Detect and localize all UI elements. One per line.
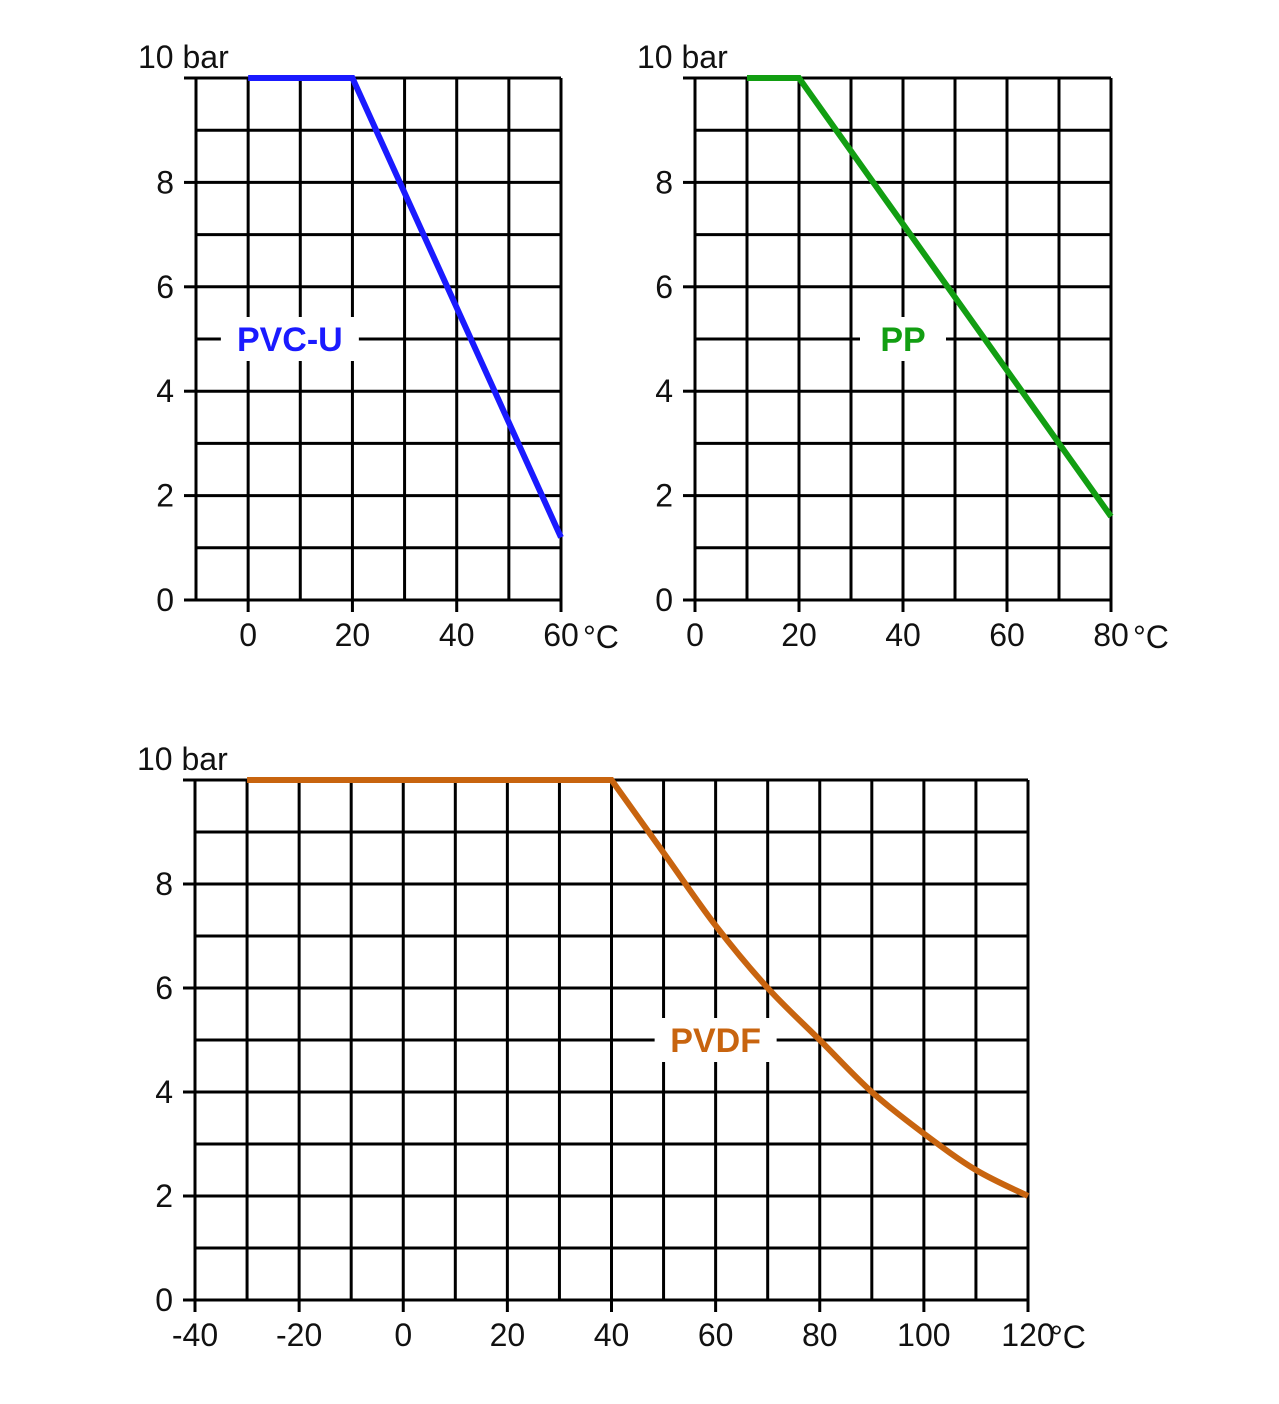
series-line-pp	[747, 75, 1114, 519]
x-tick-label: 40	[439, 617, 475, 653]
pvdf-chart: 0 2 4 6 8 10 bar -40 -20 0 20 40 60 80 100 120°C PVDF	[137, 741, 1086, 1355]
series-label-pp: PP	[880, 321, 925, 359]
y-tick-label: 8	[655, 164, 673, 200]
pp-chart: 0 2 4 6 8 10 bar 0 20 40 60 80 °C PP	[637, 39, 1169, 655]
x-tick-label: 60	[698, 1317, 734, 1353]
y-tick-label: 4	[155, 1074, 173, 1110]
y-tick-label: 2	[655, 478, 673, 514]
series-label-background	[860, 317, 946, 361]
series-label-pvc-u: PVC-U	[237, 321, 343, 359]
x-tick-label: 20	[781, 617, 817, 653]
x-tick-label: 40	[594, 1317, 630, 1353]
y-axis-label: 10 bar	[137, 741, 228, 777]
x-tick-label: 80	[1093, 617, 1129, 653]
series-line-pvc-u	[248, 75, 564, 539]
y-tick-label: 0	[156, 582, 174, 618]
y-tick-label: 0	[155, 1282, 173, 1318]
x-tick-label: 0	[686, 617, 704, 653]
x-tick-label: 0	[394, 1317, 412, 1353]
x-tick-label: 20	[490, 1317, 526, 1353]
y-tick-label: 6	[156, 269, 174, 305]
y-tick-label: 2	[156, 478, 174, 514]
x-tick-label: 60	[989, 617, 1025, 653]
y-tick-label: 6	[655, 269, 673, 305]
x-tick-label: 100	[897, 1317, 950, 1353]
y-tick-label: 8	[156, 164, 174, 200]
y-tick-label: 4	[655, 373, 673, 409]
y-tick-label: 0	[655, 582, 673, 618]
y-axis-label: 10 bar	[138, 39, 229, 75]
y-tick-label: 6	[155, 970, 173, 1006]
x-axis-unit: °C	[583, 619, 619, 655]
x-tick-label: 20	[335, 617, 371, 653]
series-label-background	[220, 317, 359, 361]
x-tick-label: 40	[885, 617, 921, 653]
y-axis-label: 10 bar	[637, 39, 728, 75]
x-axis-unit: °C	[1050, 1319, 1086, 1355]
y-tick-label: 2	[155, 1178, 173, 1214]
x-tick-label: 60	[543, 617, 579, 653]
x-tick-label: 0	[239, 617, 257, 653]
y-tick-label: 8	[155, 866, 173, 902]
x-tick-label: 80	[802, 1317, 838, 1353]
x-tick-label: -20	[276, 1317, 322, 1353]
x-tick-label: -40	[172, 1317, 218, 1353]
series-label-background	[654, 1018, 777, 1062]
x-tick-label: 120	[1001, 1317, 1054, 1353]
x-axis-unit: °C	[1133, 619, 1169, 655]
y-tick-label: 4	[156, 373, 174, 409]
series-line-pvdf	[247, 777, 1030, 1199]
pvc-u-chart: 0 2 4 6 8 10 bar 0 20 40 60 °C PVC-U	[138, 39, 619, 655]
series-label-pvdf: PVDF	[670, 1022, 761, 1060]
